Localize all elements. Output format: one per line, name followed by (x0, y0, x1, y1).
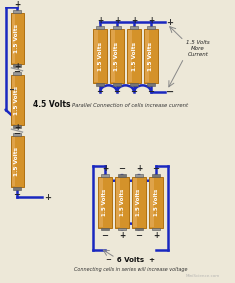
Bar (147, 26, 155, 29)
Text: −: − (13, 190, 20, 199)
Text: −: − (148, 87, 154, 96)
Text: 1.5 Volts: 1.5 Volts (132, 42, 137, 71)
Text: Parallel Connection of cells increase current: Parallel Connection of cells increase cu… (73, 103, 188, 108)
Bar (116, 178, 120, 226)
Text: −: − (136, 231, 142, 240)
Bar (99, 178, 102, 226)
Bar (13, 72, 21, 75)
Bar (132, 177, 146, 228)
Text: 1.5 Volts: 1.5 Volts (15, 85, 20, 115)
Bar (118, 174, 126, 177)
Text: +: + (166, 18, 173, 27)
Text: 1.5 Volts: 1.5 Volts (153, 188, 158, 216)
Bar (13, 133, 21, 136)
Text: −  6 Volts  +: − 6 Volts + (106, 257, 155, 263)
Text: Connecting cells in series will increase voltage: Connecting cells in series will increase… (74, 267, 187, 272)
Text: +: + (14, 123, 20, 132)
Text: 1.5 Volts: 1.5 Volts (120, 188, 125, 216)
Bar (144, 29, 158, 83)
Bar (11, 136, 24, 186)
Bar (12, 76, 15, 124)
Bar (127, 29, 141, 83)
Text: −: − (118, 164, 125, 173)
Bar (130, 83, 138, 86)
Bar (12, 137, 15, 186)
Text: −: − (114, 87, 121, 96)
Bar (113, 83, 121, 86)
Text: 1.5 Volts: 1.5 Volts (137, 188, 141, 216)
Bar (11, 13, 24, 64)
Text: 1.5 Volts: 1.5 Volts (149, 42, 153, 71)
Bar (118, 228, 126, 230)
Text: +: + (114, 16, 120, 25)
Text: 1.5 Volts: 1.5 Volts (15, 147, 20, 176)
Text: −: − (13, 67, 20, 76)
Bar (128, 30, 132, 82)
Bar (135, 174, 143, 177)
Text: +: + (153, 231, 159, 240)
Bar (98, 177, 112, 228)
Text: −: − (97, 87, 103, 96)
Text: −: − (8, 85, 17, 95)
Text: +: + (131, 16, 137, 25)
Text: +: + (44, 193, 51, 202)
Bar (152, 228, 160, 230)
Text: −: − (102, 231, 109, 240)
Text: +: + (136, 164, 142, 173)
Text: MiniScience.com: MiniScience.com (186, 274, 220, 278)
Bar (101, 228, 109, 230)
Bar (145, 30, 149, 82)
Bar (133, 178, 137, 226)
Text: 1.5 Volts
More
Current: 1.5 Volts More Current (186, 40, 210, 57)
Text: 1.5 Volts: 1.5 Volts (102, 188, 107, 216)
Bar (11, 75, 24, 125)
Bar (130, 26, 138, 29)
Bar (150, 178, 153, 226)
Text: −: − (153, 164, 160, 173)
Text: −: − (13, 129, 20, 138)
Bar (101, 174, 109, 177)
Text: +: + (102, 164, 108, 173)
Bar (135, 228, 143, 230)
Bar (13, 64, 21, 67)
Bar (110, 29, 124, 83)
Bar (111, 30, 114, 82)
Bar (13, 125, 21, 128)
Bar (147, 83, 155, 86)
Text: +: + (148, 16, 154, 25)
Bar (115, 177, 129, 228)
Text: +: + (14, 0, 20, 9)
Text: 1.5 Volts: 1.5 Volts (114, 42, 120, 71)
Text: 4.5 Volts: 4.5 Volts (33, 100, 70, 109)
Text: −: − (166, 87, 174, 97)
Text: +: + (97, 16, 103, 25)
Bar (152, 174, 160, 177)
Bar (113, 26, 121, 29)
Bar (94, 30, 98, 82)
Bar (12, 14, 15, 63)
Bar (13, 186, 21, 190)
Bar (93, 29, 107, 83)
Bar (13, 10, 21, 13)
Text: 1.5 Volts: 1.5 Volts (98, 42, 102, 71)
Bar (149, 177, 163, 228)
Text: +: + (119, 231, 125, 240)
Text: +: + (14, 62, 20, 71)
Text: −: − (130, 87, 137, 96)
Bar (96, 83, 104, 86)
Bar (96, 26, 104, 29)
Text: 1.5 Volts: 1.5 Volts (15, 24, 20, 53)
